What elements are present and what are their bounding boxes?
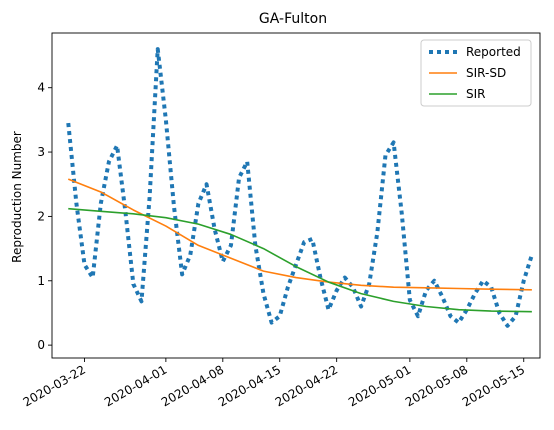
x-tick-label: 2020-04-08	[159, 362, 226, 409]
y-tick-label: 1	[37, 274, 45, 288]
legend-box	[420, 39, 532, 107]
series-line-sir-sd	[67, 178, 532, 291]
x-tick-label: 2020-05-08	[403, 362, 470, 409]
legend: Reported SIR-SD SIR	[420, 39, 532, 107]
legend-label: Reported	[466, 45, 521, 59]
x-tick-label: 2020-05-01	[346, 362, 413, 409]
y-tick-label: 4	[37, 81, 45, 95]
y-axis-label: Reproduction Number	[10, 131, 24, 263]
y-tick-label: 2	[37, 209, 45, 223]
series-line-sir	[68, 207, 532, 313]
plot-frame	[51, 32, 541, 359]
x-tick-label: 2020-03-22	[21, 362, 88, 409]
y-tick-label: 0	[37, 338, 45, 352]
x-tick-label: 2020-04-22	[273, 362, 340, 409]
chart-title: GA-Fulton	[259, 11, 327, 27]
x-tick-label: 2020-04-15	[216, 362, 283, 409]
x-tick-label: 2020-05-15	[460, 362, 527, 409]
y-tick-label: 3	[37, 145, 45, 159]
legend-label: SIR-SD	[466, 66, 506, 80]
legend-label: SIR	[466, 87, 486, 101]
x-tick-label: 2020-04-01	[102, 362, 169, 409]
